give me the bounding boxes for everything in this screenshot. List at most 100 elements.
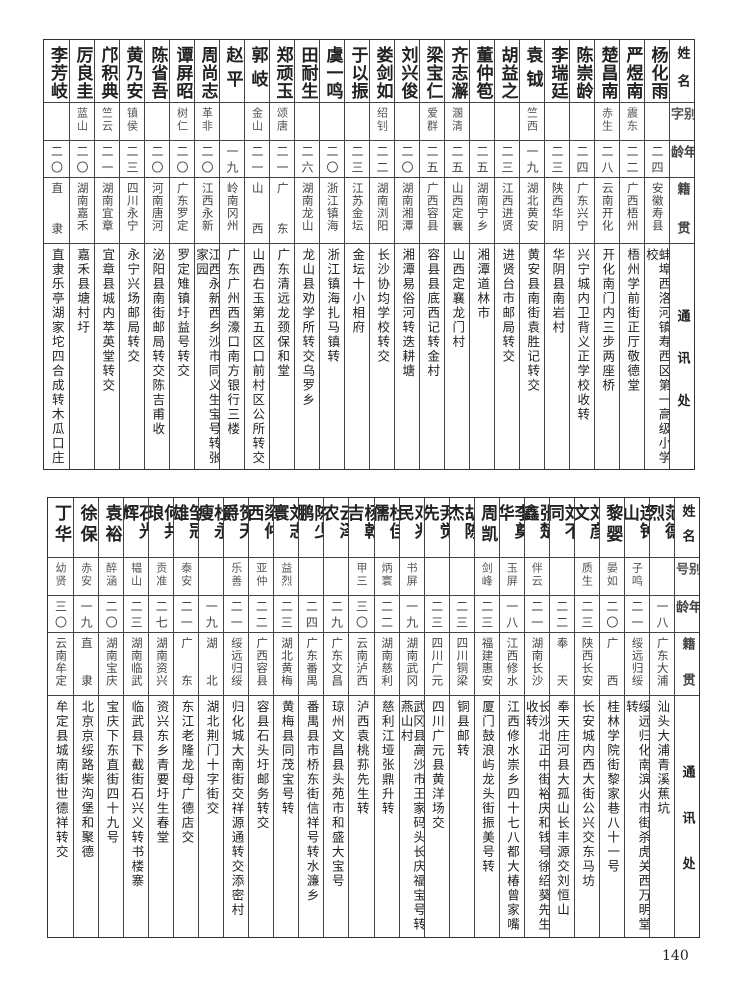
alias-text: 爱群 xyxy=(425,107,439,133)
native-place-text: 福建惠安 xyxy=(480,637,495,687)
address-cell: 归化城大南街交祥源通转交添密村 xyxy=(223,696,248,937)
alias-cell: 炳寰 xyxy=(373,558,399,596)
native-place-cell: 广西容县 xyxy=(248,633,274,696)
age-cell: 二三 xyxy=(119,141,144,178)
age-cell: 二三 xyxy=(423,596,449,633)
age-text: 二三 xyxy=(350,145,364,177)
address-text: 北京京绥路柴沟堡和聚德 xyxy=(79,700,95,860)
alias-text: 蓝山 xyxy=(75,107,89,133)
name-cell: 齐志澥 xyxy=(444,40,469,103)
age-text: 二一 xyxy=(275,145,289,177)
native-place-text: 湖北 xyxy=(205,637,220,687)
native-place-text: 广西梧州 xyxy=(625,182,640,232)
address-cell: 蚌埠西洛河镇寿西区第一高级小学校 xyxy=(644,244,669,469)
address-text: 牟定县城南街世德祥转交 xyxy=(53,700,69,860)
alias-cell xyxy=(394,103,419,141)
alias-cell xyxy=(319,103,344,141)
age-cell: 二〇 xyxy=(598,596,624,633)
age-cell: 二〇 xyxy=(144,141,169,178)
alias-text: 竺云 xyxy=(100,107,114,133)
name-text: 严煜南 xyxy=(622,46,643,100)
address-cell: 桂林学院街黎家巷八十一号 xyxy=(598,696,624,937)
native-place-cell: 湖南临武 xyxy=(123,633,149,696)
age-cell: 二六 xyxy=(294,141,319,178)
name-cell: 厉良圭 xyxy=(69,40,94,103)
name-cell: 李瑞廷 xyxy=(544,40,569,103)
alias-cell: 玉屏 xyxy=(498,558,524,596)
alias-cell: 震东 xyxy=(619,103,644,141)
native-place-text: 浙江镇海 xyxy=(325,182,340,232)
name-text: 范德烈 xyxy=(648,504,674,540)
alias-cell: 亚仲 xyxy=(248,558,274,596)
address-text: 金坛十小相府 xyxy=(350,248,366,335)
address-text: 长安城内西大街公兴交东马坊 xyxy=(580,700,596,889)
header-label: 姓名 xyxy=(679,504,695,543)
alias-cell: 金山 xyxy=(244,103,269,141)
age-cell: 二〇 xyxy=(44,141,69,178)
age-cell: 二三 xyxy=(123,596,149,633)
name-cell: 杜佳儒 xyxy=(373,498,399,558)
address-text: 绥远归化南滨火市街杀虎关西万明堂转 xyxy=(623,700,649,932)
native-place-text: 直隶 xyxy=(79,637,94,687)
age-cell: 一八 xyxy=(648,596,674,633)
name-text: 谭屏昭 xyxy=(172,46,193,100)
address-cell: 番禺县市桥东街信祥号转水濂乡 xyxy=(298,696,323,937)
age-cell: 一九 xyxy=(519,141,544,178)
address-cell: 湘潭道林市 xyxy=(469,244,494,469)
native-place-text: 四川铜梁 xyxy=(455,637,470,687)
address-text: 蚌埠西洛河镇寿西区第一高级小学校 xyxy=(644,248,669,466)
name-text: 杨乾吉 xyxy=(348,504,374,540)
name-text: 黎婴 xyxy=(602,504,623,543)
roster-table-bottom: 姓名 范德烈 连钟山 黎婴 刘彦文 刘不同 张楚鑫 李奠华 周凯 胡陈杰 尹觉先 邓兆民 杜佳儒 杨乾吉云… xyxy=(47,497,700,938)
name-cell: 梁宝仁 xyxy=(419,40,444,103)
native-place-text: 奉天 xyxy=(555,637,570,687)
name-text: 郭岐 xyxy=(247,46,268,88)
name-cell: 袁钺 xyxy=(519,40,544,103)
age-cell: 二〇 xyxy=(394,141,419,178)
name-cell: 刘不同 xyxy=(548,498,574,558)
address-cell: 东江老隆龙母广德店交 xyxy=(173,696,198,937)
address-text: 长沙协均学校转交 xyxy=(375,248,391,364)
name-text: 周凯 xyxy=(477,504,498,543)
address-cell: 宜章县城内萃英堂转交 xyxy=(94,244,119,469)
native-place-cell: 江西进贤 xyxy=(494,178,519,244)
alias-cell: 晏如 xyxy=(598,558,624,596)
native-place-cell: 直隶 xyxy=(44,178,69,244)
header-label: 年龄 xyxy=(673,600,699,617)
address-text: 武冈县高沙市王家码头长庆福宝号转燕山村 xyxy=(398,700,424,932)
age-text: 二四 xyxy=(650,145,664,177)
age-text: 二四 xyxy=(304,600,319,632)
alias-text: 绍钊 xyxy=(375,107,389,133)
alias-cell xyxy=(423,558,449,596)
native-place-text: 陕西长安 xyxy=(580,637,595,687)
alias-cell: 韫山 xyxy=(123,558,149,596)
name-cell: 石光辉 xyxy=(123,498,149,558)
name-text: 丁华 xyxy=(51,504,72,543)
address-cell: 嘉禾县塘村圩 xyxy=(69,244,94,469)
age-cell: 二七 xyxy=(148,596,174,633)
native-place-cell: 安徽寿县 xyxy=(644,178,669,244)
native-place-text: 四川永宁 xyxy=(125,182,140,232)
alias-text: 炳寰 xyxy=(380,562,394,588)
native-place-cell: 湖南宝庆 xyxy=(98,633,124,696)
address-cell: 牟定县城南街世德祥转交 xyxy=(48,696,73,937)
address-text: 泌阳县南街邮局转交陈吉甫收 xyxy=(150,248,166,437)
name-text: 杜佳儒 xyxy=(373,504,399,540)
native-place-cell: 陕西华阴 xyxy=(544,178,569,244)
address-text: 兴宁城内卫背义正学校收转 xyxy=(575,248,591,422)
alias-text: 子鸣 xyxy=(630,562,644,588)
alias-cell: 绍钊 xyxy=(369,103,394,141)
age-text: 二三 xyxy=(129,600,144,632)
alias-cell xyxy=(294,103,319,141)
age-cell: 二〇 xyxy=(169,141,194,178)
native-place-cell: 广西容县 xyxy=(419,178,444,244)
age-cell: 二三 xyxy=(344,141,369,178)
native-place-cell: 福建惠安 xyxy=(473,633,499,696)
address-cell: 龙山县劝学所转交乌罗乡 xyxy=(294,244,319,469)
alias-cell: 贡准 xyxy=(148,558,174,596)
age-cell: 二四 xyxy=(644,141,669,178)
age-text: 一九 xyxy=(525,145,539,177)
native-place-cell: 奉天 xyxy=(548,633,574,696)
address-cell: 山西定襄龙门村 xyxy=(444,244,469,469)
age-text: 二一 xyxy=(100,145,114,177)
